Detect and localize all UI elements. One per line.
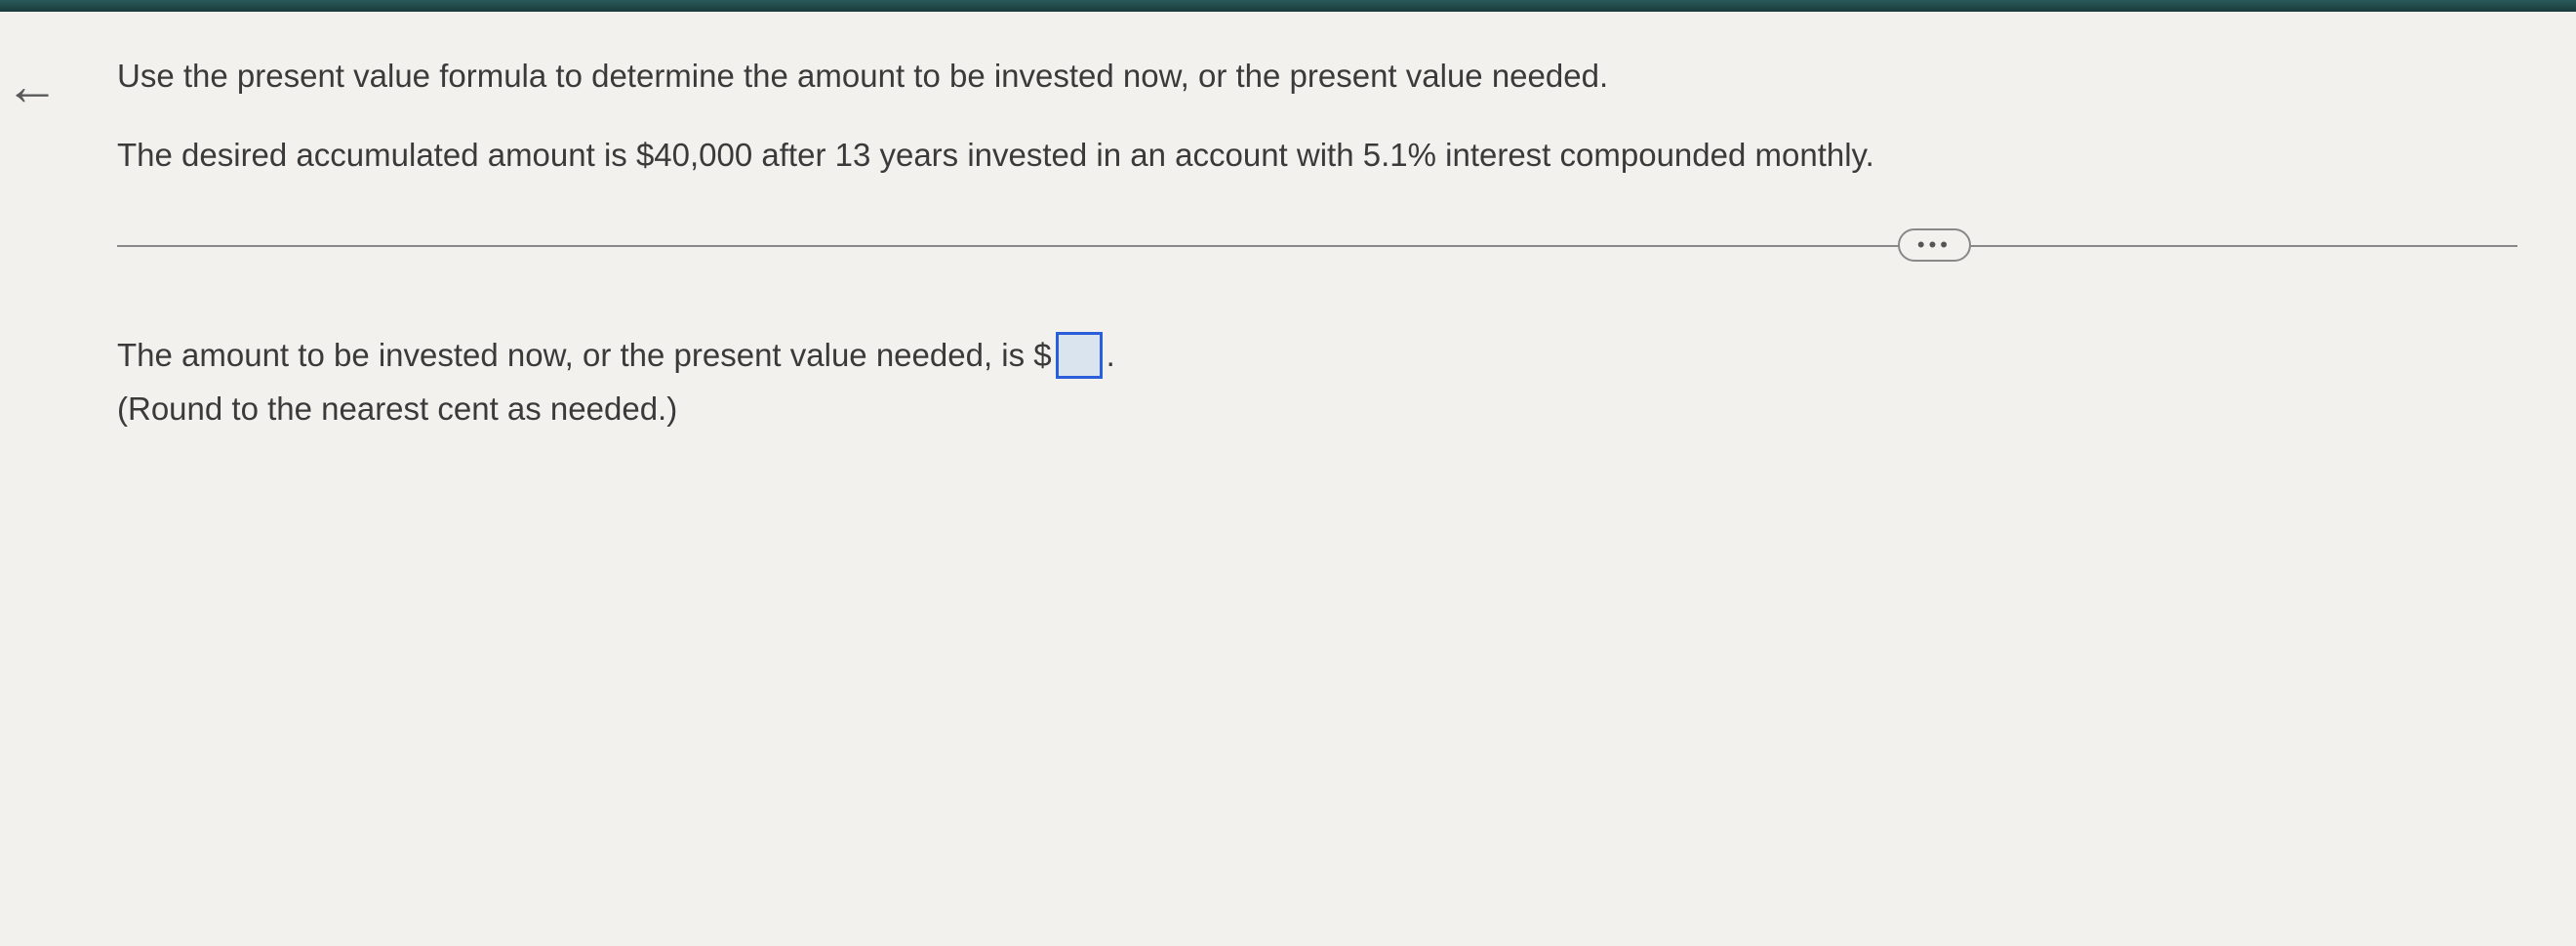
answer-suffix-text: .: [1107, 328, 1115, 383]
answer-line: The amount to be invested now, or the pr…: [117, 328, 2517, 383]
back-arrow-icon[interactable]: ←: [0, 59, 64, 113]
window-top-bar: [0, 0, 2576, 12]
divider-row: •••: [117, 230, 2517, 260]
instruction-text: Use the present value formula to determi…: [117, 51, 2517, 103]
scenario-text: The desired accumulated amount is $40,00…: [117, 130, 2517, 182]
more-options-button[interactable]: •••: [1898, 228, 1971, 262]
present-value-input[interactable]: [1056, 332, 1103, 379]
divider-line: [117, 245, 2517, 247]
rounding-note: (Round to the nearest cent as needed.): [117, 391, 2517, 428]
question-content: Use the present value formula to determi…: [0, 12, 2576, 467]
answer-prefix-text: The amount to be invested now, or the pr…: [117, 328, 1052, 383]
